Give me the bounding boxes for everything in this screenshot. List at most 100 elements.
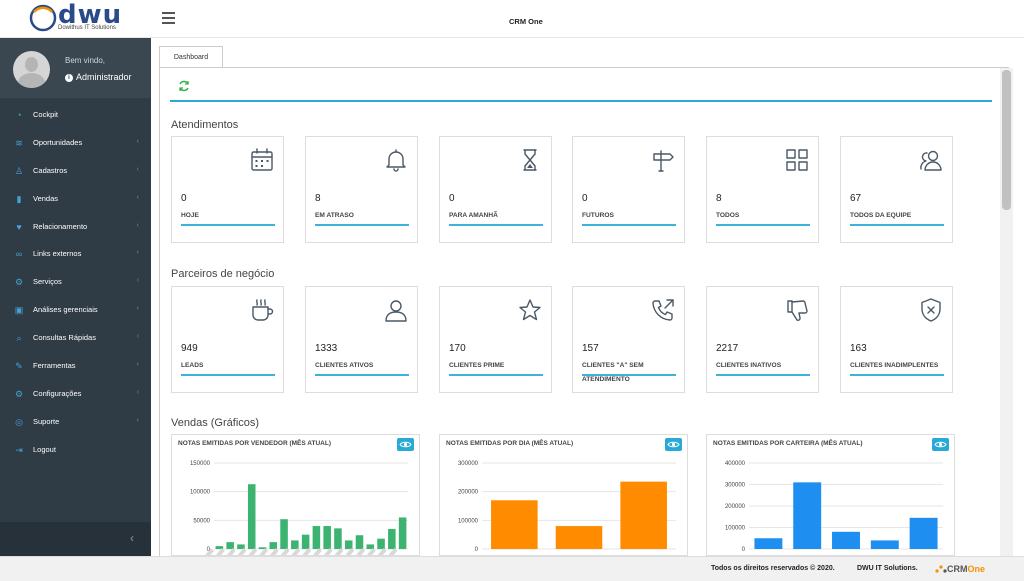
bar [832, 531, 860, 549]
footer-company: DWU IT Solutions. [857, 565, 918, 572]
bar-chart-icon: ▮ [16, 193, 22, 204]
chart-svg: 300000 200000 100000 0 [458, 461, 676, 553]
bar [870, 540, 899, 549]
eye-icon[interactable] [397, 438, 414, 451]
sidebar-item-cockpit[interactable]: ◔ Cockpit [0, 101, 151, 129]
sidebar-item-links-externos[interactable]: ∞ Links externos ‹ [0, 240, 151, 268]
stat-card[interactable]: 0 FUTUROS [572, 136, 685, 243]
sidebar-item-oportunidades[interactable]: ≋ Oportunidades ‹ [0, 129, 151, 157]
stat-card[interactable]: 67 TODOS DA EQUIPE [840, 136, 953, 243]
stat-underline [850, 224, 944, 226]
stat-card[interactable]: 8 TODOS [706, 136, 819, 243]
menu-toggle-icon[interactable] [162, 12, 175, 24]
stat-underline [850, 374, 944, 376]
blurred-category-label [330, 548, 344, 555]
sidebar-collapse-button[interactable]: ‹ [0, 522, 151, 556]
bar [215, 546, 224, 549]
chevron-left-icon: ‹ [136, 361, 139, 369]
footer: Todos os direitos reservados © 2020. DWU… [0, 556, 1024, 581]
bar [280, 519, 288, 549]
sidebar-item-cadastros[interactable]: ♙ Cadastros ‹ [0, 157, 151, 185]
chevron-left-icon: ‹ [136, 333, 139, 341]
stat-value: 157 [582, 343, 599, 354]
stat-value: 170 [449, 343, 466, 354]
scrollbar-thumb[interactable] [1002, 70, 1011, 210]
sidebar-item-analises-gerenciais[interactable]: ▣ Análises gerenciais ‹ [0, 296, 151, 324]
sidebar-item-label: Relacionamento [33, 221, 88, 231]
stat-card[interactable]: 1333 CLIENTES ATIVOS [305, 286, 418, 393]
chart-title: NOTAS EMITIDAS POR CARTEIRA (MÊS ATUAL) [713, 440, 863, 447]
sidebar-item-configuracoes[interactable]: ⚙ Configurações ‹ [0, 380, 151, 408]
stat-card[interactable]: 0 PARA AMANHÃ [439, 136, 552, 243]
stat-card[interactable]: 163 CLIENTES INADIMPLENTES [840, 286, 953, 393]
bar [269, 542, 278, 549]
section-title-atendimentos: Atendimentos [171, 119, 239, 131]
scrollbar[interactable] [1000, 68, 1013, 556]
bar [793, 482, 822, 549]
sidebar-item-relacionamento[interactable]: ♥ Relacionamento ‹ [0, 213, 151, 241]
stat-card[interactable]: 170 CLIENTES PRIME [439, 286, 552, 393]
user-icon: ♙ [14, 165, 24, 176]
bar [754, 538, 783, 549]
stat-underline [716, 224, 810, 226]
tab-dashboard[interactable]: Dashboard [159, 46, 223, 68]
blurred-category-label [362, 548, 376, 555]
user-name[interactable]: i Administrador [65, 72, 132, 82]
sidebar-item-vendas[interactable]: ▮ Vendas ‹ [0, 185, 151, 213]
sidebar-item-logout[interactable]: ⇥ Logout [0, 436, 151, 464]
chevron-left-icon: ‹ [136, 221, 139, 229]
stat-label: EM ATRASO [315, 212, 354, 219]
stat-card[interactable]: 8 EM ATRASO [305, 136, 418, 243]
stat-card[interactable]: 2217 CLIENTES INATIVOS [706, 286, 819, 393]
bar [301, 534, 310, 549]
y-tick-label: 150000 [190, 461, 211, 467]
stat-value: 67 [850, 193, 862, 204]
y-tick-label: 300000 [458, 461, 479, 467]
sidebar-item-label: Cockpit [33, 110, 59, 119]
sidebar-item-ferramentas[interactable]: ✎ Ferramentas ‹ [0, 352, 151, 380]
stat-card[interactable]: 157 CLIENTES "A" SEM ATENDIMENTO [572, 286, 685, 393]
bar [491, 500, 538, 549]
stat-underline [716, 374, 810, 376]
logout-icon: ⇥ [15, 444, 23, 455]
sidebar-item-suporte[interactable]: ◎ Suporte ‹ [0, 408, 151, 436]
y-tick-label: 300000 [725, 483, 746, 489]
logo-mark-icon [29, 4, 57, 32]
stat-card[interactable]: 0 HOJE [171, 136, 284, 243]
chart-panel: NOTAS EMITIDAS POR CARTEIRA (MÊS ATUAL) 4… [706, 434, 955, 556]
blurred-category-label [297, 548, 312, 555]
y-tick-label: 100000 [725, 526, 746, 532]
chevron-left-icon: ‹ [136, 277, 139, 285]
sidebar-item-consultas-rapidas[interactable]: ⌕ Consultas Rápidas ‹ [0, 324, 151, 352]
blurred-category-label [308, 548, 322, 555]
bar [344, 540, 353, 549]
refresh-icon[interactable] [177, 79, 191, 93]
chevron-left-icon: ‹ [130, 531, 134, 545]
stat-value: 163 [850, 343, 867, 354]
sidebar-item-label: Links externos [33, 249, 82, 259]
eye-icon[interactable] [665, 438, 682, 451]
stat-label: CLIENTES PRIME [449, 362, 505, 369]
settings-icon: ⚙ [14, 388, 24, 399]
stat-value: 949 [181, 343, 198, 354]
y-tick-label: 50000 [193, 518, 210, 524]
stat-label: LEADS [181, 362, 204, 369]
star-icon [519, 299, 541, 321]
sidebar-item-servicos[interactable]: ⚙ Serviços ‹ [0, 268, 151, 296]
bar [355, 535, 364, 549]
bar [323, 526, 331, 549]
y-tick-label: 100000 [190, 490, 211, 496]
brand-dots-icon [935, 565, 947, 573]
blurred-category-label [340, 548, 355, 555]
calendar-icon [251, 148, 273, 171]
stat-label: TODOS [716, 212, 740, 219]
briefcase-icon: ▣ [14, 305, 24, 316]
hourglass-icon [523, 149, 537, 171]
logo-text: dwu [58, 0, 123, 30]
sidebar: Bem vindo, i Administrador ◔ Cockpit ≋ Oport… [0, 38, 151, 556]
stat-card[interactable]: 949 LEADS [171, 286, 284, 393]
eye-icon[interactable] [932, 438, 949, 451]
stat-label: FUTUROS [582, 212, 614, 219]
chart-svg: 400000 300000 200000 100000 0 [725, 461, 943, 553]
user-name-label: Administrador [76, 72, 132, 82]
